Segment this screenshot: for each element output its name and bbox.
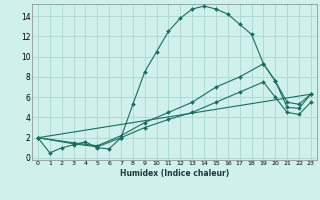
X-axis label: Humidex (Indice chaleur): Humidex (Indice chaleur) (120, 169, 229, 178)
